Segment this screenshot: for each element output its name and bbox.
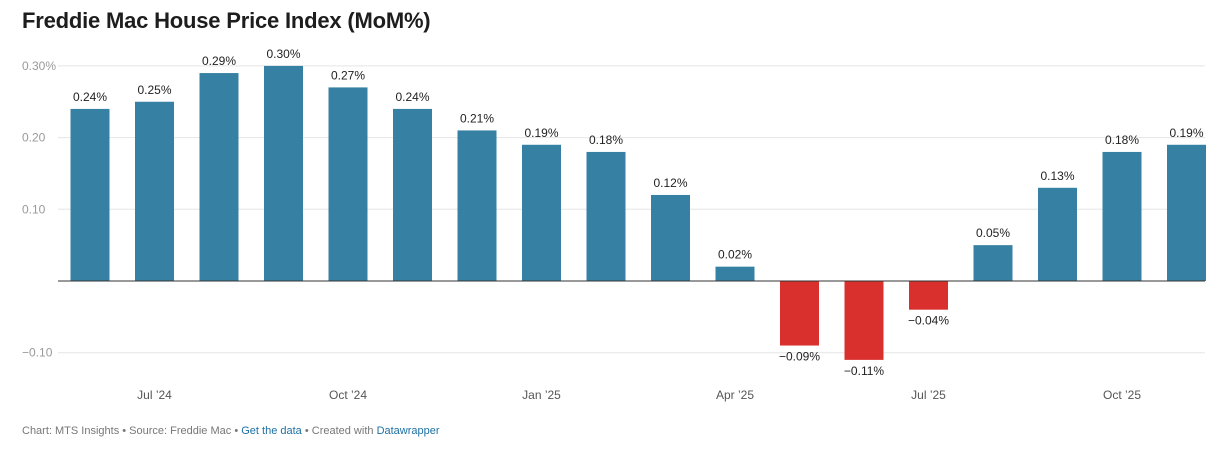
- x-tick-label: Jan ’25: [522, 388, 561, 402]
- bar-value-label: 0.05%: [976, 226, 1010, 240]
- bar[interactable]: [328, 87, 368, 281]
- chart-footer: Chart: MTS Insights • Source: Freddie Ma…: [22, 425, 440, 437]
- x-tick-label: Apr ’25: [716, 388, 754, 402]
- bar-value-label: −0.09%: [779, 350, 820, 364]
- bar-value-label: 0.30%: [266, 47, 300, 61]
- bar-value-label: 0.29%: [202, 54, 236, 68]
- bar[interactable]: [973, 245, 1013, 281]
- bar-value-label: 0.21%: [460, 111, 494, 125]
- bar[interactable]: [264, 65, 303, 282]
- bar[interactable]: [1167, 144, 1206, 281]
- bar[interactable]: [1038, 187, 1077, 281]
- x-tick-label: Jul ’24: [137, 388, 172, 402]
- bar[interactable]: [70, 108, 110, 281]
- bar[interactable]: [522, 144, 561, 281]
- bar-value-label: 0.18%: [1105, 133, 1139, 147]
- y-tick-label: −0.10: [22, 346, 53, 360]
- bar-value-label: 0.12%: [653, 176, 687, 190]
- bar-value-label: −0.11%: [844, 364, 884, 378]
- bars: [70, 65, 1206, 360]
- bar-value-label: 0.19%: [524, 126, 558, 140]
- bar[interactable]: [715, 266, 755, 281]
- bar-value-label: 0.27%: [331, 68, 365, 82]
- bar-value-label: 0.25%: [137, 83, 171, 97]
- bar-value-label: 0.13%: [1040, 169, 1074, 183]
- y-tick-label: 0.20: [22, 131, 46, 145]
- bar[interactable]: [199, 73, 239, 281]
- bar[interactable]: [135, 101, 174, 281]
- bar[interactable]: [780, 281, 819, 346]
- bar[interactable]: [457, 130, 497, 281]
- chart-title: Freddie Mac House Price Index (MoM%): [22, 8, 431, 33]
- get-the-data-link[interactable]: Get the data: [241, 425, 302, 437]
- bar-value-label: 0.19%: [1169, 126, 1203, 140]
- gridlines: [58, 65, 1205, 354]
- bar-value-label: 0.02%: [718, 248, 752, 262]
- y-tick-label: 0.30%: [22, 59, 56, 73]
- y-axis-ticks: 0.30% 0.20 0.10 −0.10: [22, 59, 56, 360]
- bar[interactable]: [651, 194, 690, 281]
- y-tick-label: 0.10: [22, 202, 46, 216]
- bar-value-label: 0.18%: [589, 133, 623, 147]
- bar[interactable]: [586, 151, 626, 281]
- x-axis-ticks: Jul ’24 Oct ’24 Jan ’25 Apr ’25 Jul ’25 Oct ’…: [137, 388, 1141, 402]
- datawrapper-link[interactable]: Datawrapper: [376, 425, 440, 437]
- bar-value-labels: 0.24% 0.25% 0.29% 0.30% 0.27% 0.24% 0.21% 0.19%…: [73, 47, 1204, 378]
- bar[interactable]: [844, 281, 884, 360]
- x-tick-label: Oct ’24: [329, 388, 367, 402]
- bar[interactable]: [393, 108, 432, 281]
- footer-source-text: Chart: MTS Insights • Source: Freddie Ma…: [22, 425, 242, 437]
- bar-value-label: 0.24%: [73, 90, 107, 104]
- bar-value-label: 0.24%: [395, 90, 429, 104]
- bar[interactable]: [1102, 151, 1142, 281]
- bar[interactable]: [909, 281, 948, 310]
- x-tick-label: Oct ’25: [1103, 388, 1141, 402]
- footer-created-text: • Created with: [301, 425, 377, 437]
- x-tick-label: Jul ’25: [911, 388, 946, 402]
- bar-value-label: −0.04%: [908, 314, 949, 328]
